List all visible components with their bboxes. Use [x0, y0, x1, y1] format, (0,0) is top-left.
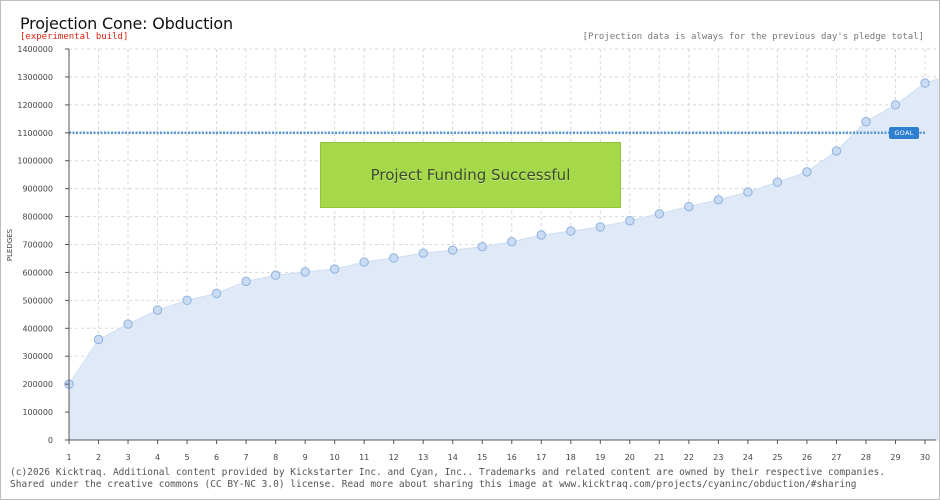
data-point-8	[270, 270, 281, 280]
data-point-5	[182, 295, 192, 306]
x-tick-label-13: 14	[448, 453, 458, 462]
data-point-22	[684, 201, 694, 212]
data-point-26	[802, 167, 812, 177]
y-tick-label-6: 600000	[22, 268, 53, 277]
y-tick-labels: 0 100000 200000 300000 400000 500000 600000 700…	[17, 45, 53, 445]
data-point-19	[595, 222, 606, 232]
data-point-30	[920, 78, 930, 88]
data-point-27	[831, 146, 842, 156]
data-point-28	[861, 116, 871, 127]
x-tick-label-1: 2	[96, 453, 101, 462]
x-tick-label-28: 29	[890, 453, 900, 462]
y-tick-label-14: 1400000	[17, 45, 53, 54]
data-points	[64, 78, 930, 389]
data-point-6	[211, 288, 222, 299]
build-label: [experimental build]	[20, 32, 129, 42]
y-axis-label: PLEDGES	[6, 228, 14, 261]
y-tick-label-3: 300000	[22, 352, 53, 361]
funding-status-banner: Project Funding Successful	[320, 142, 621, 208]
x-tick-label-23: 24	[743, 453, 753, 462]
y-tick-label-1: 100000	[22, 408, 53, 417]
x-tick-label-27: 28	[861, 453, 871, 462]
x-tick-label-25: 26	[802, 453, 812, 462]
data-point-17	[536, 230, 546, 240]
data-point-2	[93, 334, 104, 345]
x-tick-label-24: 25	[772, 453, 782, 462]
x-tick-label-8: 9	[303, 453, 308, 462]
data-point-25	[772, 177, 783, 187]
data-point-16	[507, 237, 517, 247]
x-tick-label-17: 18	[566, 453, 576, 462]
x-tick-label-29: 30	[920, 453, 930, 462]
x-tick-label-21: 22	[684, 453, 694, 462]
x-tick-label-26: 27	[831, 453, 841, 462]
data-point-7	[241, 276, 251, 287]
y-tick-label-0: 0	[48, 436, 53, 445]
data-point-18	[566, 226, 576, 236]
y-tick-label-2: 200000	[22, 380, 53, 389]
data-point-23	[713, 195, 724, 205]
x-tick-label-0: 1	[66, 453, 71, 462]
x-tick-label-4: 5	[185, 453, 190, 462]
x-tick-label-3: 4	[155, 453, 160, 462]
x-tick-label-12: 13	[418, 453, 428, 462]
y-tick-label-8: 800000	[22, 213, 53, 222]
data-point-11	[359, 257, 369, 267]
x-tick-label-15: 16	[507, 453, 517, 462]
y-tick-label-12: 1200000	[17, 101, 53, 110]
page-title: Projection Cone: Obduction	[20, 14, 233, 33]
funding-status-text: Project Funding Successful	[370, 166, 571, 184]
x-tick-label-9: 10	[330, 453, 340, 462]
x-tick-label-2: 3	[125, 453, 130, 462]
x-tick-label-7: 8	[273, 453, 278, 462]
y-tick-label-7: 700000	[22, 241, 53, 250]
data-point-4	[152, 305, 163, 315]
y-tick-label-10: 1000000	[17, 157, 53, 166]
data-point-12	[388, 253, 399, 263]
data-point-13	[418, 248, 428, 258]
x-tick-labels: 1 2 3 4 5 6 7 8 9 10 11 12 13 14 15 16 17 18 19 20 21 22 23 24 2…	[66, 453, 930, 462]
footer-credits: (c)2026 Kicktraq. Additional content pro…	[10, 467, 885, 491]
data-point-10	[329, 264, 340, 274]
y-tick-label-11: 1100000	[17, 129, 53, 138]
y-tick-label-9: 900000	[22, 185, 53, 194]
projection-area	[68, 78, 939, 441]
x-tick-label-19: 20	[625, 453, 635, 462]
x-tick-label-18: 19	[595, 453, 605, 462]
axes	[65, 48, 936, 444]
x-tick-label-5: 6	[214, 453, 219, 462]
y-tick-label-4: 400000	[22, 324, 53, 333]
footer-line-2: Shared under the creative commons (CC BY…	[10, 479, 857, 490]
projection-note: [Projection data is always for the previ…	[582, 32, 924, 42]
data-point-9	[300, 267, 310, 277]
data-point-15	[477, 242, 487, 252]
x-tick-label-14: 15	[477, 453, 487, 462]
goal-badge: GOAL	[889, 127, 919, 139]
footer-line-1: (c)2026 Kicktraq. Additional content pro…	[10, 467, 886, 478]
x-tick-label-20: 21	[654, 453, 664, 462]
y-tick-label-13: 1300000	[17, 73, 53, 82]
data-point-24	[743, 187, 753, 197]
data-point-21	[654, 209, 665, 219]
x-tick-label-22: 23	[713, 453, 723, 462]
data-point-20	[625, 216, 635, 226]
y-tick-label-5: 500000	[22, 296, 53, 305]
data-point-29	[890, 100, 901, 110]
x-tick-label-11: 12	[389, 453, 399, 462]
data-point-3	[123, 319, 133, 329]
x-tick-label-10: 11	[359, 453, 369, 462]
x-tick-label-16: 17	[536, 453, 546, 462]
x-tick-label-6: 7	[244, 453, 249, 462]
data-point-14	[448, 245, 458, 255]
